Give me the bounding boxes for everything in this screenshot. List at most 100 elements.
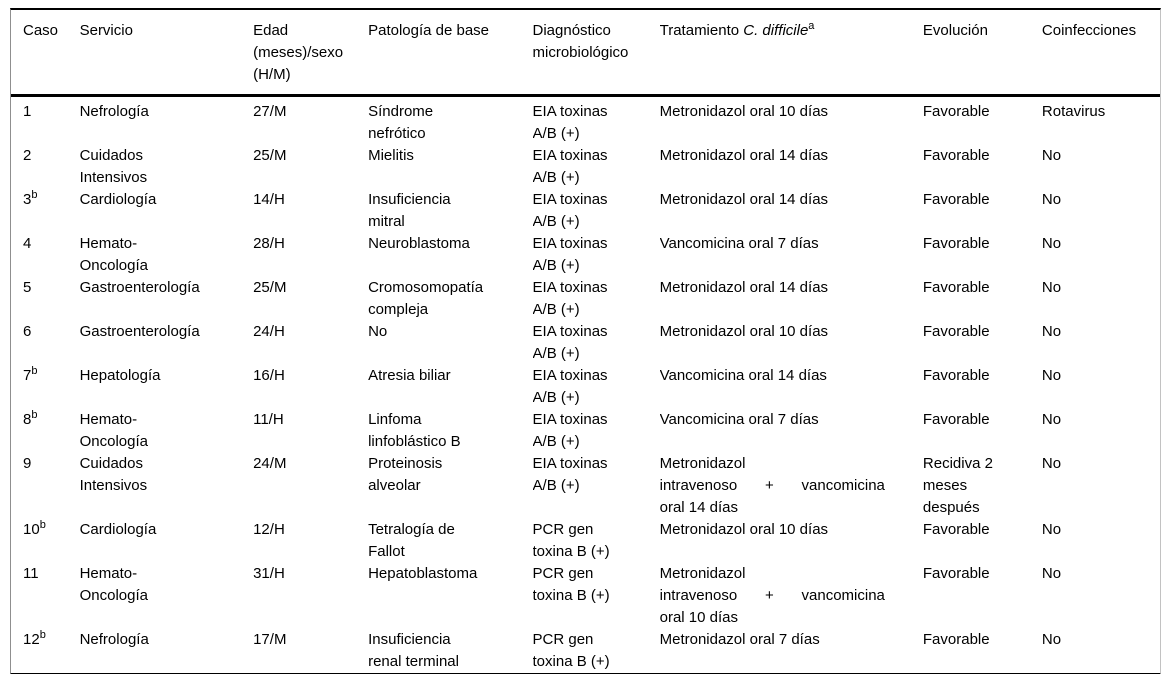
table-row: 1 Nefrología 27/M Síndrome nefrótico EIA tox… (11, 96, 1160, 146)
cell-diagnostico: PCR gen toxina B (+) (532, 631, 610, 670)
cell-coinfecciones: No (1041, 279, 1062, 296)
cell-patologia: Mielitis (368, 147, 414, 164)
cell-servicio: Cardiología (79, 191, 157, 208)
justified-text-lines: Metronidazol intravenoso + vancomicina ora… (660, 563, 885, 629)
case-number: 8 (23, 411, 32, 428)
header-italic-species: C. difficile (743, 22, 809, 39)
cell-servicio: Nefrología (79, 103, 149, 120)
case-footnote-marker: b (31, 409, 38, 421)
text-line: intravenoso + vancomicina (659, 477, 885, 494)
cell-patologia: Linfoma linfoblástico B (368, 411, 461, 450)
cell-diagnostico: PCR gen toxina B (+) (532, 521, 610, 560)
cell-edad: 27/M (253, 103, 287, 120)
cell-caso: 6 (11, 321, 80, 365)
cell-edad: 24/H (253, 323, 285, 340)
cell-diagnostico: EIA toxinas A/B (+) (532, 323, 608, 362)
table-header: Caso Servicio Edad (meses)/sexo (H/M) Patol… (11, 10, 1160, 96)
cell-edad: 28/H (253, 235, 285, 252)
cell-servicio: Cuidados Intensivos (79, 147, 148, 186)
cell-patologia: Atresia biliar (368, 367, 451, 384)
column-header-coinfecciones: Coinfecciones (1041, 22, 1137, 39)
cell-evolucion: Favorable (922, 565, 990, 582)
clinical-cases-table-container: Caso Servicio Edad (meses)/sexo (H/M) Patol… (10, 8, 1161, 674)
cell-edad: 25/M (253, 147, 287, 164)
cell-tratamiento: Metronidazol oral 14 días (659, 279, 829, 296)
case-number: 10 (23, 521, 40, 538)
cell-patologia: Síndrome nefrótico (368, 103, 434, 142)
cell-evolucion: Favorable (922, 323, 990, 340)
case-number: 3 (23, 191, 32, 208)
case-number: 12 (23, 631, 40, 648)
cell-servicio: Nefrología (79, 631, 149, 648)
table-body: 1 Nefrología 27/M Síndrome nefrótico EIA tox… (11, 96, 1160, 674)
cell-caso: 8b (11, 409, 80, 453)
cell-evolucion: Recidiva 2 meses después (922, 455, 993, 516)
cell-tratamiento: Metronidazol oral 10 días (659, 521, 829, 538)
cell-coinfecciones: No (1041, 521, 1062, 538)
header-footnote-marker: a (808, 20, 815, 32)
cell-evolucion: Favorable (922, 411, 990, 428)
column-header-evolucion: Evolución (922, 22, 988, 39)
case-footnote-marker: b (31, 189, 38, 201)
text-line: oral 14 días (659, 499, 738, 516)
cell-diagnostico: EIA toxinas A/B (+) (532, 455, 608, 494)
text-line: intravenoso + vancomicina (659, 587, 885, 604)
cell-diagnostico: EIA toxinas A/B (+) (532, 235, 608, 274)
table-row: 8b Hemato- Oncología 11/H Linfoma linfoblás… (11, 409, 1160, 453)
cell-servicio: Hepatología (79, 367, 161, 384)
case-number: 7 (23, 367, 32, 384)
cell-tratamiento: Vancomicina oral 7 días (659, 235, 819, 252)
cell-coinfecciones: No (1041, 191, 1062, 208)
cell-servicio: Cardiología (79, 521, 157, 538)
case-number: 1 (23, 103, 32, 120)
cell-caso: 10b (11, 519, 80, 563)
column-header-caso: Caso (23, 22, 59, 39)
cell-coinfecciones: Rotavirus (1041, 103, 1106, 120)
table-row: 9 Cuidados Intensivos 24/M Proteinosis alve… (11, 453, 1160, 519)
cell-patologia: Insuficiencia renal terminal (368, 631, 459, 670)
cell-caso: 4 (11, 233, 80, 277)
text-line: Metronidazol (659, 455, 746, 472)
case-footnote-marker: b (31, 365, 38, 377)
cell-edad: 24/M (253, 455, 287, 472)
column-header-edad: Edad (meses)/sexo (H/M) (253, 22, 344, 83)
table-row: 10b Cardiología 12/H Tetralogía de Fallot PC… (11, 519, 1160, 563)
table-row: 5 Gastroenterología 25/M Cromosomopatía com… (11, 277, 1160, 321)
cell-tratamiento: Metronidazol intravenoso + vancomicina ora… (660, 563, 923, 629)
cell-caso: 2 (11, 145, 80, 189)
cell-evolucion: Favorable (922, 521, 990, 538)
clinical-cases-table: Caso Servicio Edad (meses)/sexo (H/M) Patol… (11, 10, 1160, 673)
case-number: 11 (23, 565, 39, 582)
cell-servicio: Gastroenterología (79, 279, 200, 296)
table-row: 11 Hemato- Oncología 31/H Hepatoblastoma PCR… (11, 563, 1160, 629)
cell-edad: 12/H (253, 521, 285, 538)
cell-caso: 9 (11, 453, 80, 519)
case-footnote-marker: b (39, 629, 46, 641)
cell-coinfecciones: No (1041, 455, 1062, 472)
cell-evolucion: Favorable (922, 235, 990, 252)
case-number: 5 (23, 279, 32, 296)
cell-edad: 17/M (253, 631, 287, 648)
column-header-servicio: Servicio (79, 22, 133, 39)
column-header-tratamiento: Tratamiento C. difficilea (659, 20, 815, 40)
cell-coinfecciones: No (1041, 235, 1062, 252)
cell-evolucion: Favorable (922, 103, 990, 120)
cell-tratamiento: Metronidazol oral 10 días (659, 323, 829, 340)
cell-servicio: Gastroenterología (79, 323, 200, 340)
cell-tratamiento: Vancomicina oral 7 días (659, 411, 819, 428)
cell-tratamiento: Metronidazol oral 7 días (659, 631, 820, 648)
justified-text-lines: Metronidazol intravenoso + vancomicina ora… (660, 453, 885, 519)
cell-caso: 1 (11, 96, 80, 146)
cell-diagnostico: EIA toxinas A/B (+) (532, 367, 608, 406)
cell-caso: 5 (11, 277, 80, 321)
text-line: Metronidazol (659, 565, 746, 582)
cell-diagnostico: EIA toxinas A/B (+) (532, 191, 608, 230)
cell-patologia: Hepatoblastoma (368, 565, 478, 582)
cell-tratamiento: Vancomicina oral 14 días (659, 367, 827, 384)
cell-patologia: Neuroblastoma (368, 235, 470, 252)
cell-evolucion: Favorable (922, 367, 990, 384)
cell-diagnostico: EIA toxinas A/B (+) (532, 147, 608, 186)
cell-diagnostico: EIA toxinas A/B (+) (532, 279, 608, 318)
cell-edad: 16/H (253, 367, 285, 384)
cell-coinfecciones: No (1041, 147, 1062, 164)
